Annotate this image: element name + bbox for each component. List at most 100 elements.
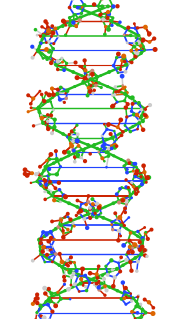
Point <box>133 44 136 49</box>
Point <box>106 12 109 17</box>
Point <box>48 93 51 98</box>
Point <box>50 86 54 91</box>
Point <box>50 219 54 224</box>
Point <box>73 84 76 89</box>
Point <box>132 169 135 174</box>
Point <box>69 23 72 28</box>
Point <box>138 102 141 108</box>
Point <box>124 206 127 211</box>
Point <box>47 114 50 119</box>
Point <box>38 89 42 94</box>
Point <box>29 180 32 185</box>
Point <box>128 244 132 249</box>
Point <box>38 237 41 242</box>
Point <box>107 146 110 151</box>
Point <box>97 264 100 269</box>
Point <box>146 236 149 241</box>
Point <box>111 227 114 232</box>
Point <box>61 24 64 29</box>
Point <box>140 251 143 256</box>
Point <box>117 260 120 265</box>
Point <box>134 256 137 261</box>
Point <box>46 124 49 130</box>
Point <box>153 36 156 41</box>
Point <box>134 35 138 41</box>
Point <box>124 69 127 74</box>
Point <box>39 182 42 187</box>
Point <box>133 316 137 319</box>
Point <box>136 259 139 264</box>
Point <box>48 295 51 300</box>
Point <box>49 235 53 241</box>
Point <box>31 258 34 263</box>
Point <box>68 15 71 20</box>
Point <box>94 81 97 86</box>
Point <box>75 122 79 128</box>
Point <box>27 109 30 114</box>
Point <box>38 44 41 49</box>
Point <box>82 79 85 84</box>
Point <box>42 168 46 173</box>
Point <box>118 200 121 205</box>
Point <box>130 60 133 65</box>
Point <box>78 215 81 220</box>
Point <box>86 211 89 217</box>
Point <box>45 232 48 237</box>
Point <box>54 186 57 191</box>
Point <box>86 93 89 98</box>
Point <box>144 25 147 30</box>
Point <box>65 262 68 267</box>
Point <box>74 23 78 28</box>
Point <box>137 189 140 194</box>
Point <box>80 64 83 70</box>
Point <box>64 23 67 28</box>
Point <box>91 91 94 96</box>
Point <box>111 135 114 140</box>
Point <box>31 44 34 49</box>
Point <box>49 29 52 34</box>
Point <box>49 299 52 304</box>
Point <box>60 259 63 264</box>
Point <box>143 170 146 175</box>
Point <box>110 104 113 109</box>
Point <box>130 309 133 315</box>
Point <box>87 199 90 204</box>
Point <box>117 238 120 243</box>
Point <box>121 198 124 203</box>
Point <box>69 282 73 287</box>
Point <box>69 217 72 222</box>
Point <box>62 228 65 233</box>
Point <box>51 24 54 29</box>
Point <box>103 159 106 164</box>
Point <box>137 318 140 319</box>
Point <box>106 15 109 20</box>
Point <box>130 180 133 185</box>
Point <box>120 133 123 138</box>
Point <box>39 40 42 45</box>
Point <box>39 113 42 118</box>
Point <box>134 191 138 197</box>
Point <box>44 178 47 183</box>
Point <box>116 22 120 27</box>
Point <box>64 266 67 271</box>
Point <box>53 124 56 130</box>
Point <box>52 107 55 112</box>
Point <box>47 190 50 195</box>
Point <box>125 257 128 263</box>
Point <box>43 286 46 291</box>
Point <box>105 127 108 132</box>
Point <box>148 102 152 108</box>
Point <box>71 221 74 226</box>
Point <box>116 216 119 221</box>
Point <box>57 180 61 185</box>
Point <box>143 297 146 302</box>
Point <box>88 89 92 94</box>
Point <box>144 253 147 258</box>
Point <box>65 61 68 66</box>
Point <box>140 107 143 112</box>
Point <box>113 275 116 280</box>
Point <box>137 40 140 45</box>
Point <box>130 299 133 304</box>
Point <box>42 98 45 103</box>
Point <box>125 177 128 182</box>
